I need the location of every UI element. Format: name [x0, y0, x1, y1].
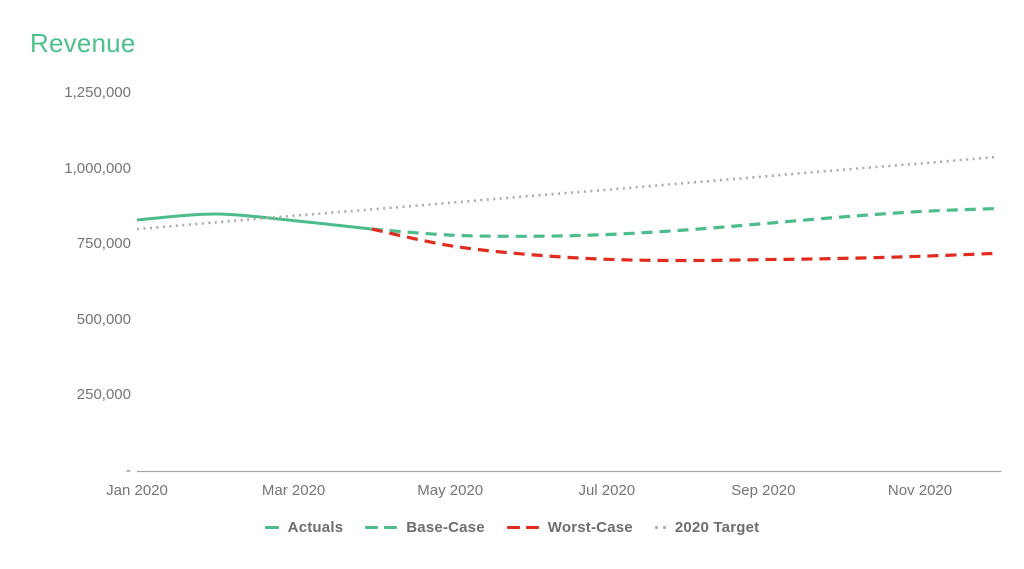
legend-item-worst-case[interactable]: Worst-Case: [506, 519, 633, 536]
y-tick-label: 1,000,000: [64, 159, 131, 177]
legend-label: Worst-Case: [547, 519, 633, 536]
legend-item-2020-target[interactable]: 2020 Target: [654, 519, 760, 536]
x-tick-label: Sep 2020: [731, 482, 796, 499]
y-tick-label: 250,000: [76, 386, 131, 404]
series-line-2020-target[interactable]: [136, 155, 999, 231]
x-tick-label: Nov 2020: [887, 482, 953, 499]
legend-label: Actuals: [287, 519, 344, 536]
series-line-base-case[interactable]: [371, 206, 999, 238]
y-tick-label: -: [126, 462, 131, 479]
series-line-actuals[interactable]: [136, 212, 373, 231]
y-tick-label: 500,000: [76, 310, 131, 328]
legend: Actuals Base-Case Worst-Case 2020 Target: [0, 519, 1024, 536]
legend-label: 2020 Target: [674, 519, 760, 536]
solid-line-swatch-icon: [264, 525, 279, 530]
chart-title: Revenue: [30, 28, 136, 58]
x-tick-label: Jan 2020: [106, 482, 168, 499]
x-tick-label: Mar 2020: [261, 482, 326, 499]
x-tick-label: Jul 2020: [578, 482, 636, 499]
dashed-line-swatch-icon: [365, 525, 398, 530]
legend-item-actuals[interactable]: Actuals: [264, 519, 344, 536]
x-tick-label: May 2020: [417, 482, 484, 499]
series-line-worst-case[interactable]: [371, 227, 999, 263]
y-tick-label: 750,000: [76, 235, 131, 253]
dashed-line-swatch-icon: [506, 525, 539, 530]
y-tick-label: 1,250,000: [64, 84, 131, 101]
legend-item-base-case[interactable]: Base-Case: [365, 519, 485, 536]
dotted-line-swatch-icon: [654, 526, 666, 529]
legend-label: Base-Case: [406, 519, 485, 536]
